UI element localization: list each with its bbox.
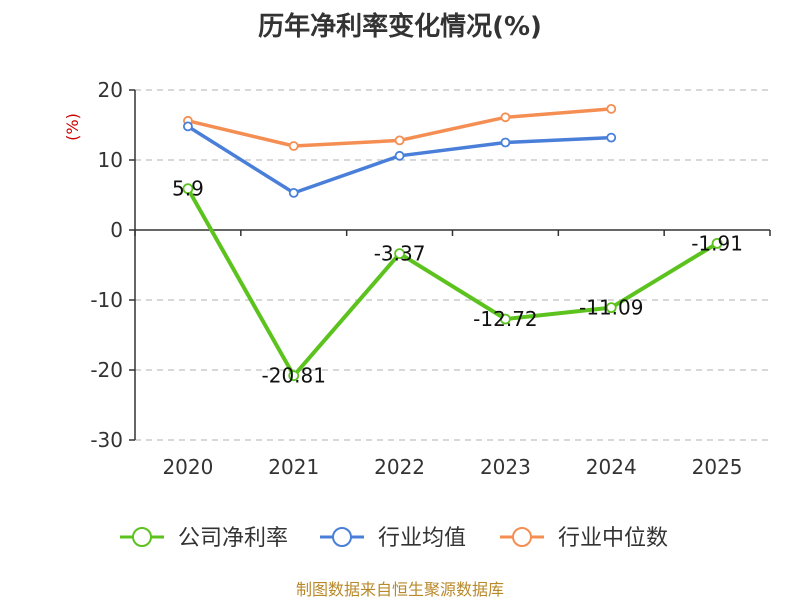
y-tick-label-0: 0 [110, 218, 123, 242]
legend-marker-0 [132, 527, 152, 547]
series-1-point-2020 [183, 121, 193, 132]
y-axis-unit: (%) [63, 113, 82, 141]
x-tick-label-2023: 2023 [480, 455, 531, 479]
data-label-2025: -1.91 [691, 231, 743, 255]
x-tick-label-2021: 2021 [268, 455, 319, 479]
y-axis-ticks: 20 10 0 -10 -20 -30 [90, 78, 123, 452]
series-0-point-2025 [711, 237, 723, 249]
data-label-2020: 5.9 [172, 177, 204, 201]
y-tick-label-10: 10 [98, 148, 123, 172]
chart-title: 历年净利率变化情况(%) [258, 12, 542, 42]
grid-lines [135, 89, 770, 441]
x-axis-ticks: 2020 2021 2022 2023 2024 2025 [162, 455, 742, 479]
legend-marker-2 [512, 527, 532, 547]
legend-label-1: 行业均值 [378, 526, 466, 551]
series-group [182, 104, 723, 382]
y-tick-label--30: -30 [90, 428, 123, 452]
series-1-point-2021 [288, 187, 299, 198]
legend-label-2: 行业中位数 [558, 526, 668, 551]
data-labels: 5.9 -20.81 -3.37 -12.72 -11.09 -1.91 [172, 177, 743, 388]
series-line-0 [186, 187, 719, 378]
source-footer: 制图数据来自恒生聚源数据库 [295, 580, 504, 599]
series-2-point-2022 [394, 135, 405, 146]
series-0-point-2021 [288, 370, 300, 382]
series-2-point-2024 [606, 104, 617, 114]
data-label-2022: -3.37 [374, 242, 426, 266]
series-0-point-2020 [182, 183, 194, 195]
data-label-2024: -11.09 [579, 296, 643, 320]
series-0-point-2023 [500, 313, 511, 325]
data-label-2021: -20.81 [262, 364, 326, 388]
legend-marker-1 [332, 527, 352, 547]
series-2-point-2023 [500, 112, 511, 123]
series-0-point-2022 [394, 248, 405, 259]
series-1-point-2024 [606, 132, 617, 143]
series-1-point-2022 [394, 150, 405, 161]
data-label-2023: -12.72 [473, 307, 537, 331]
x-tick-label-2025: 2025 [692, 455, 743, 479]
y-tick-label--10: -10 [90, 288, 123, 312]
legend-label-0: 公司净利率 [178, 526, 288, 551]
series-1-point-2023 [500, 137, 511, 148]
x-tick-label-2022: 2022 [374, 455, 425, 479]
axes [129, 89, 771, 441]
x-tick-label-2024: 2024 [586, 455, 637, 479]
y-tick-label--20: -20 [90, 358, 123, 382]
x-tick-label-2020: 2020 [162, 455, 213, 479]
legend: 公司净利率 行业均值 行业中位数 [120, 526, 668, 551]
series-0-point-2024 [605, 302, 617, 314]
y-tick-label-20: 20 [98, 78, 123, 102]
series-2-point-2021 [288, 141, 299, 151]
